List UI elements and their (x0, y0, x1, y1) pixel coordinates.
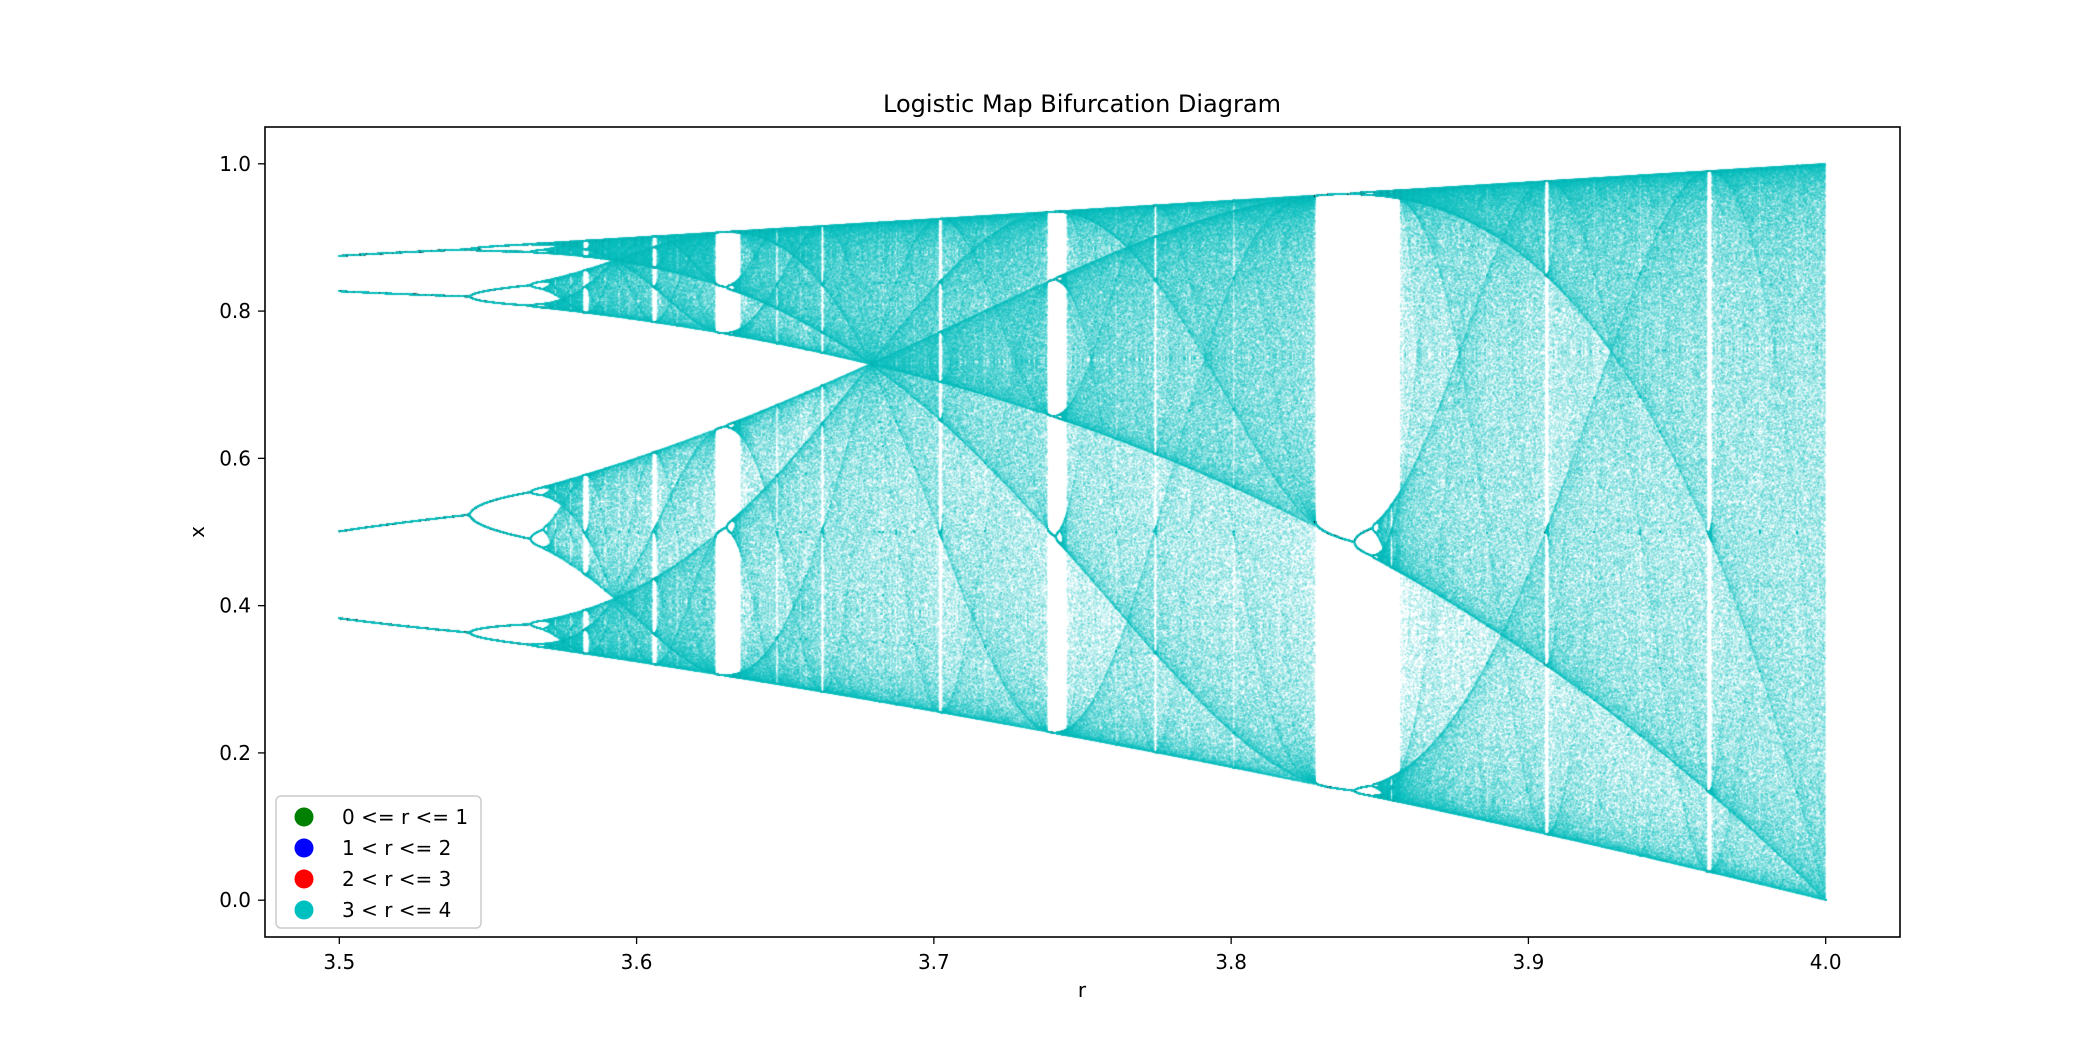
y-axis: 0.0 0.2 0.4 0.6 0.8 1.0 (219, 152, 265, 912)
legend-box (275, 795, 482, 929)
y-tick-label: 0.6 (219, 446, 251, 470)
legend: 0 <= r <= 1 1 < r <= 2 2 < r <= 3 3 < r <= … (275, 795, 482, 929)
legend-marker (294, 838, 314, 858)
legend-label: 2 < r <= 3 (342, 867, 451, 891)
x-tick-label: 3.8 (1215, 950, 1247, 974)
plot-area-frame (264, 126, 1901, 938)
y-tick-label: 0.0 (219, 888, 251, 912)
chart-title: Logistic Map Bifurcation Diagram (883, 90, 1281, 118)
legend-marker (294, 807, 314, 827)
y-tick-label: 0.2 (219, 741, 251, 765)
legend-label: 3 < r <= 4 (342, 898, 451, 922)
x-tick-label: 4.0 (1810, 950, 1842, 974)
bifurcation-points (265, 127, 1900, 937)
x-axis: 3.5 3.6 3.7 3.8 3.9 4.0 (323, 937, 1842, 974)
legend-label: 0 <= r <= 1 (342, 805, 468, 829)
y-tick-label: 0.8 (219, 299, 251, 323)
y-axis-label: x (185, 526, 209, 538)
y-tick-label: 1.0 (219, 152, 251, 176)
x-axis-label: r (1078, 978, 1087, 1002)
x-tick-label: 3.6 (621, 950, 653, 974)
x-tick-label: 3.5 (323, 950, 355, 974)
legend-label: 1 < r <= 2 (342, 836, 451, 860)
legend-marker (294, 900, 314, 920)
x-tick-label: 3.9 (1513, 950, 1545, 974)
y-tick-label: 0.4 (219, 594, 251, 618)
legend-marker (294, 869, 314, 889)
x-tick-label: 3.7 (918, 950, 950, 974)
